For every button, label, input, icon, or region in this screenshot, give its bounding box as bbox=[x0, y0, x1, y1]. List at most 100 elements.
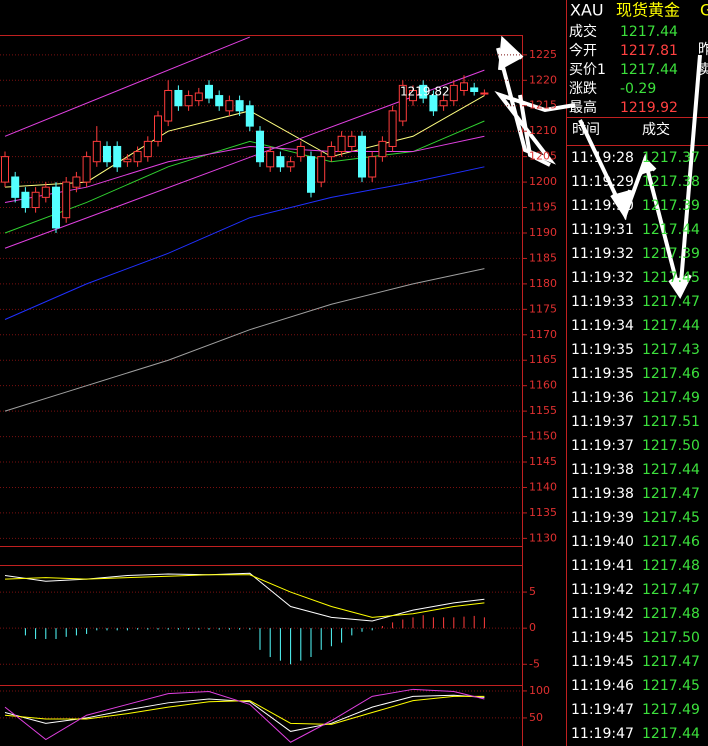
candle-body bbox=[449, 84, 458, 102]
side-label: 昨 bbox=[698, 42, 708, 58]
tick-price: 1217.39 bbox=[642, 198, 700, 214]
candle-body bbox=[429, 95, 438, 112]
tick-time: 11:19:32 bbox=[571, 246, 634, 262]
tick-time: 11:19:39 bbox=[571, 510, 634, 526]
quote-label: 成交 bbox=[569, 23, 597, 40]
candle-body bbox=[245, 105, 254, 127]
quote-label: 今开 bbox=[569, 43, 597, 59]
y-tick-label: 1150 bbox=[529, 430, 557, 443]
tick-price: 1217.47 bbox=[642, 486, 700, 502]
tick-time: 11:19:33 bbox=[571, 294, 634, 310]
tick-price: 1217.48 bbox=[642, 558, 700, 574]
candle-body bbox=[419, 84, 428, 99]
candle-body bbox=[164, 89, 173, 122]
tick-time: 11:19:37 bbox=[571, 438, 634, 454]
y-tick-label: 1135 bbox=[529, 506, 557, 519]
tick-price: 1217.37 bbox=[642, 150, 700, 166]
y-tick-label: 1165 bbox=[529, 353, 557, 366]
y-tick-label: 1145 bbox=[529, 455, 557, 468]
tick-time: 11:19:40 bbox=[571, 534, 634, 550]
tick-time: 11:19:29 bbox=[571, 174, 634, 190]
candle-body bbox=[41, 186, 50, 198]
candle-body bbox=[184, 95, 193, 107]
indicator-line bbox=[4, 695, 485, 725]
candle-body bbox=[439, 100, 448, 107]
indicator-line bbox=[4, 268, 485, 412]
candle-body bbox=[256, 130, 264, 163]
tick-price: 1217.39 bbox=[642, 246, 700, 262]
tick-time: 11:19:42 bbox=[571, 606, 634, 622]
tick-time: 11:19:37 bbox=[571, 414, 634, 430]
candle-body bbox=[194, 92, 203, 102]
candle-body bbox=[31, 191, 40, 209]
indicator-line bbox=[4, 574, 485, 618]
indicator-line bbox=[4, 135, 485, 203]
indicator-line bbox=[4, 166, 485, 320]
y-tick-label: -5 bbox=[529, 657, 540, 670]
candle-body bbox=[143, 140, 152, 158]
tick-price: 1217.47 bbox=[642, 654, 700, 670]
tick-price: 1217.47 bbox=[642, 294, 700, 310]
tick-time: 11:19:31 bbox=[571, 222, 634, 238]
tick-price: 1217.46 bbox=[642, 366, 700, 382]
y-tick-label: 1220 bbox=[529, 73, 557, 86]
y-tick-label: 1155 bbox=[529, 404, 557, 417]
y-tick-label: 1175 bbox=[529, 302, 557, 315]
tick-price: 1217.49 bbox=[642, 390, 700, 406]
candle-body bbox=[398, 84, 407, 122]
tick-time: 11:19:41 bbox=[571, 558, 634, 574]
candle-body bbox=[82, 156, 91, 183]
candle-body bbox=[235, 100, 244, 112]
y-tick-label: 1200 bbox=[529, 175, 557, 188]
tick-price: 1217.48 bbox=[642, 606, 700, 622]
tick-time: 11:19:35 bbox=[571, 342, 634, 358]
quote-value: 1217.44 bbox=[620, 62, 678, 78]
candle-body bbox=[1, 156, 9, 183]
candle-body bbox=[266, 151, 275, 168]
candle-body bbox=[205, 84, 213, 99]
candle-body bbox=[296, 145, 305, 158]
candle-body bbox=[480, 92, 489, 95]
y-tick-label: 100 bbox=[529, 684, 550, 697]
quote-label: 最高 bbox=[569, 99, 597, 116]
candle-body bbox=[307, 156, 315, 193]
symbol: XAU bbox=[570, 1, 604, 20]
y-tick-label: 1225 bbox=[529, 48, 557, 61]
candle-body bbox=[72, 176, 81, 188]
candle-body bbox=[52, 186, 60, 229]
tick-price: 1217.50 bbox=[642, 630, 700, 646]
annotation-arrows bbox=[494, 35, 702, 299]
quote-value: 1219.92 bbox=[620, 100, 678, 116]
y-tick-label: 1210 bbox=[529, 124, 557, 137]
y-tick-label: 1160 bbox=[529, 379, 557, 392]
tick-price: 1217.44 bbox=[642, 222, 700, 238]
candle-body bbox=[276, 156, 285, 168]
y-tick-label: 1140 bbox=[529, 480, 557, 493]
tick-price: 1217.51 bbox=[642, 414, 700, 430]
tick-time: 11:19:38 bbox=[571, 462, 634, 478]
tick-price: 1217.43 bbox=[642, 342, 700, 358]
candle-body bbox=[21, 191, 30, 209]
tick-time: 11:19:47 bbox=[571, 726, 634, 742]
candle-body bbox=[337, 135, 346, 153]
tick-time: 11:19:30 bbox=[571, 198, 634, 214]
indicator-line bbox=[4, 694, 485, 732]
indicator-line bbox=[4, 36, 250, 137]
annotation: 1219.82 bbox=[400, 85, 450, 99]
tick-price: 1217.45 bbox=[642, 510, 700, 526]
y-tick-label: 1195 bbox=[529, 201, 557, 214]
candle-body bbox=[388, 110, 397, 147]
indicator-line bbox=[4, 688, 485, 743]
quote-label: 买价1 bbox=[569, 62, 606, 78]
tick-price: 1217.38 bbox=[642, 174, 700, 190]
candle-body bbox=[378, 140, 387, 158]
tick-time: 11:19:38 bbox=[571, 486, 634, 502]
y-tick-label: 1170 bbox=[529, 328, 557, 341]
quote-value: -0.29 bbox=[620, 81, 656, 97]
candle-body bbox=[92, 140, 101, 163]
tick-price: 1217.45 bbox=[642, 270, 700, 286]
tick-price: 1217.44 bbox=[642, 726, 700, 742]
candle-body bbox=[11, 176, 20, 198]
tick-time: 11:19:34 bbox=[571, 318, 634, 334]
y-tick-label: 1215 bbox=[529, 99, 557, 112]
